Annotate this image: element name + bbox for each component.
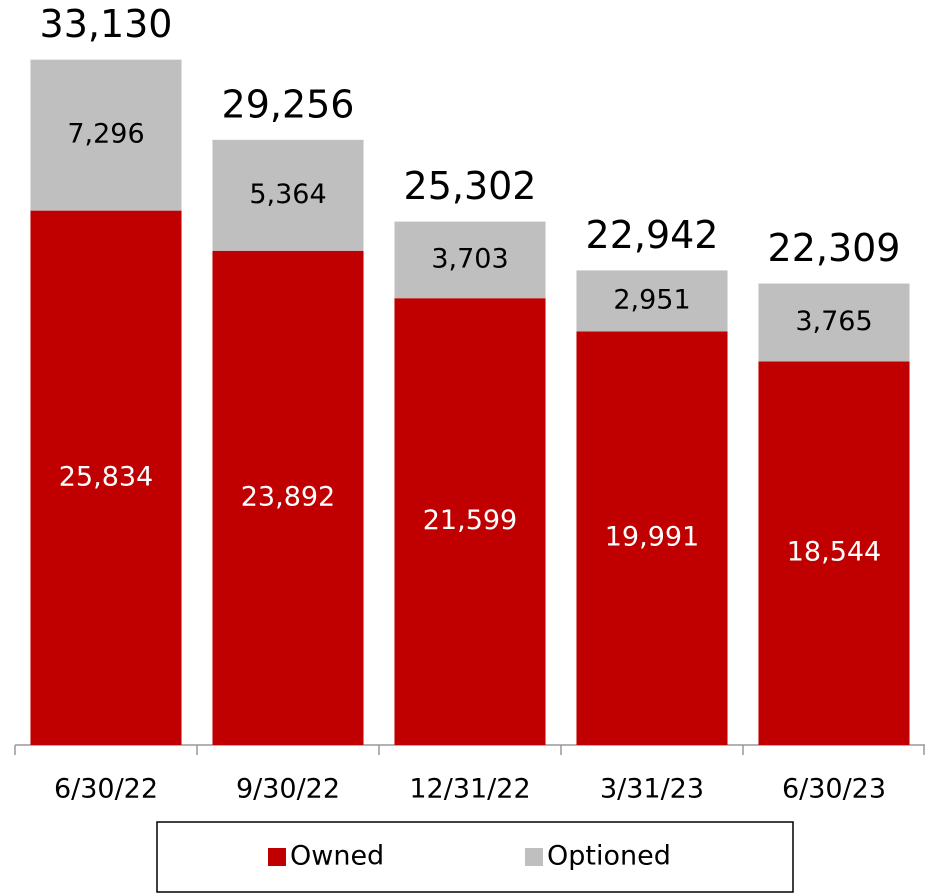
bar-segment — [758, 283, 910, 362]
x-tick-label: 12/31/22 — [409, 774, 530, 805]
total-label: 25,302 — [404, 164, 537, 208]
data-label: 2,951 — [613, 284, 690, 315]
total-label: 33,130 — [40, 2, 173, 46]
bar-segment — [212, 250, 364, 745]
total-label: 22,942 — [586, 213, 719, 257]
total-label: 29,256 — [222, 82, 355, 126]
bar-segment — [758, 361, 910, 745]
data-label: 7,296 — [67, 119, 144, 150]
legend-swatch — [268, 848, 286, 866]
data-label: 3,703 — [431, 243, 508, 274]
data-label: 25,834 — [59, 461, 153, 492]
bar-segment — [30, 59, 182, 211]
x-tick-label: 3/31/23 — [600, 774, 704, 805]
bar-segment — [30, 210, 182, 746]
bar-segment — [576, 270, 728, 332]
legend-label: Optioned — [547, 841, 671, 872]
data-label: 18,544 — [787, 537, 881, 568]
bar-segment — [394, 298, 546, 745]
legend-box — [156, 821, 794, 893]
data-label: 5,364 — [249, 179, 326, 210]
data-label: 3,765 — [795, 306, 872, 337]
data-label: 21,599 — [423, 505, 517, 536]
bar-segment — [394, 221, 546, 299]
legend-label: Owned — [290, 841, 384, 872]
bar-segment — [576, 331, 728, 745]
total-label: 22,309 — [768, 226, 901, 270]
bar-segment — [212, 139, 364, 251]
x-tick-label: 6/30/22 — [54, 774, 158, 805]
data-label: 19,991 — [605, 522, 699, 553]
x-tick-label: 6/30/23 — [782, 774, 886, 805]
x-tick-label: 9/30/22 — [236, 774, 340, 805]
legend-swatch — [525, 848, 543, 866]
data-label: 23,892 — [241, 481, 335, 512]
